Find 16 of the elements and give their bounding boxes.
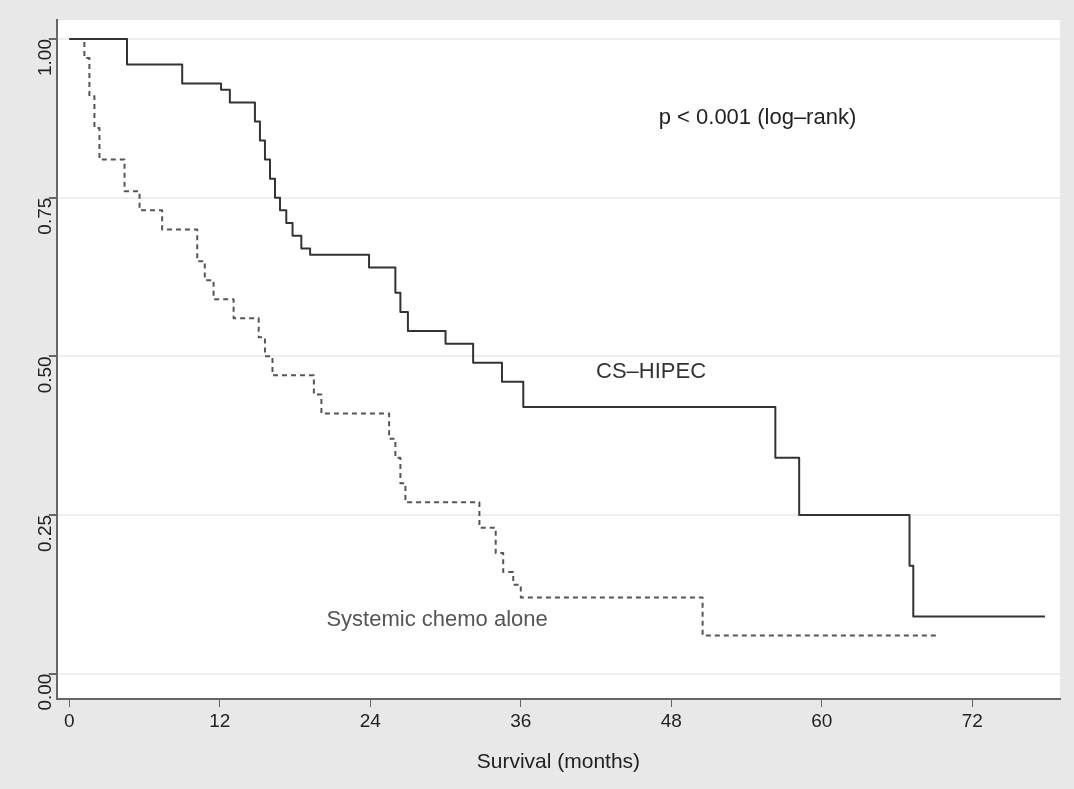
y-tick-label: 1.00 [34,39,56,77]
y-tick-label: 0.75 [34,197,56,235]
annotation: p < 0.001 (log–rank) [658,104,857,130]
y-tick-label: 0.50 [34,356,56,394]
x-tick-label: 60 [811,709,833,731]
x-tick-label: 72 [961,709,983,731]
x-tick-label: 12 [209,709,231,731]
x-tick-label: 48 [660,709,682,731]
series-label: Systemic chemo alone [326,605,548,631]
x-axis-title: Survival (months) [476,749,641,773]
x-tick-label: 36 [510,709,532,731]
series-label: CS–HIPEC [596,358,707,384]
y-tick-label: 0.25 [34,514,56,552]
x-tick-label: 0 [64,709,75,731]
x-tick-label: 24 [359,709,382,731]
y-tick-label: 0.00 [34,673,56,711]
